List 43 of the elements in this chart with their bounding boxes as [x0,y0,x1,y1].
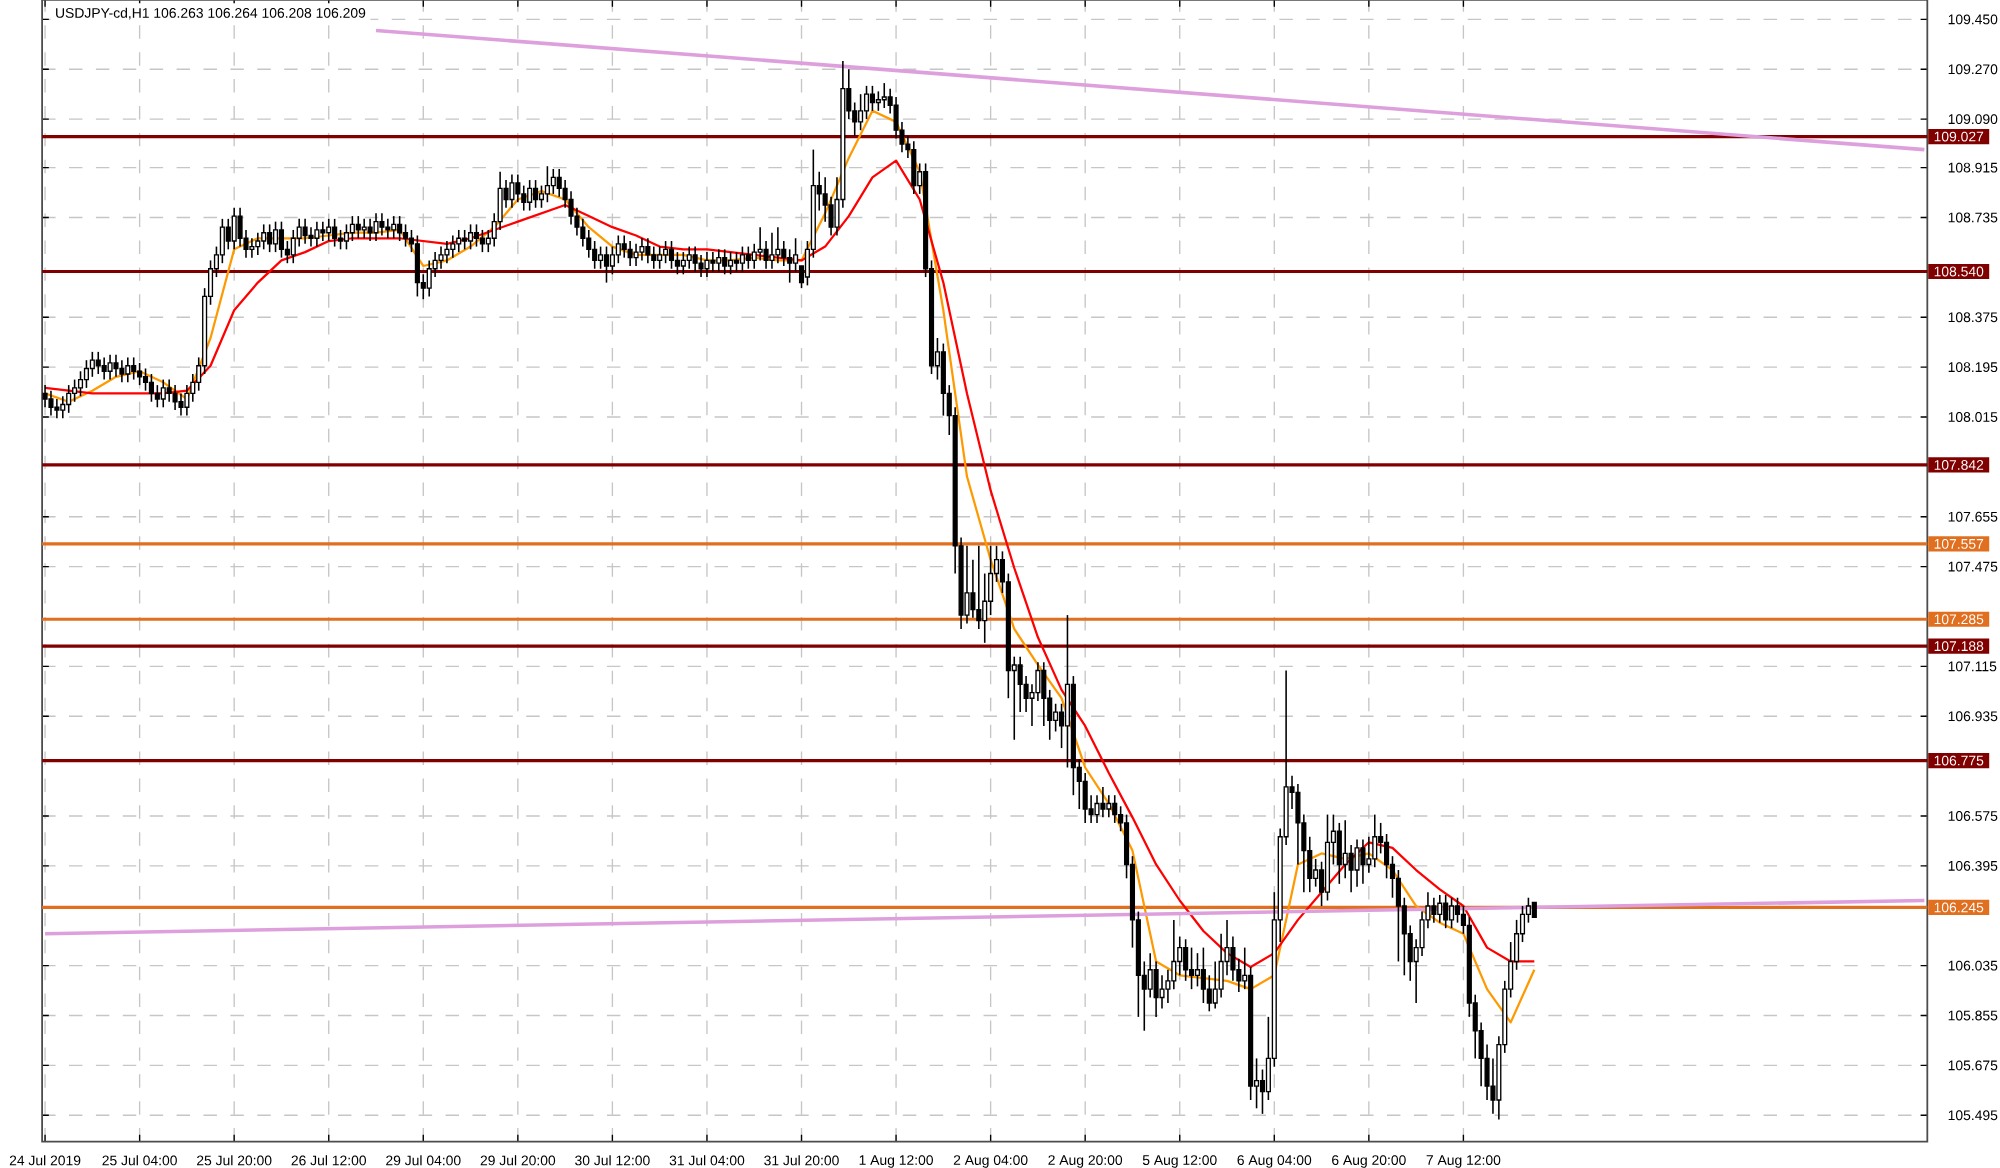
ref-line-label: 106.775 [1934,755,1984,766]
y-tick-label: 108.915 [1948,162,1998,173]
y-tick-label: 108.015 [1948,411,1998,422]
x-tick-label: 25 Jul 04:00 [102,1155,177,1166]
y-tick-label: 108.375 [1948,312,1998,322]
y-tick-label: 109.270 [1948,64,1998,74]
x-tick-label: 29 Jul 20:00 [480,1155,556,1166]
y-tick-label: 107.475 [1948,561,1998,572]
x-tick-label: 26 Jul 12:00 [291,1155,367,1166]
ref-line-label: 107.842 [1934,459,1984,470]
x-tick-label: 2 Aug 04:00 [953,1154,1028,1168]
y-tick-label: 109.450 [1948,14,1998,25]
x-tick-label: 24 Jul 2019 [9,1155,81,1166]
y-tick-label: 107.655 [1948,511,1998,522]
y-tick-label: 106.035 [1948,960,1998,971]
ref-line-label: 106.245 [1934,902,1984,913]
x-tick-label: 6 Aug 04:00 [1237,1154,1312,1168]
y-tick-label: 105.495 [1948,1110,1998,1120]
x-tick-label: 25 Jul 20:00 [197,1155,272,1166]
ref-line-label: 108.540 [1934,266,1984,277]
x-tick-label: 5 Aug 12:00 [1142,1154,1217,1168]
y-tick-label: 106.935 [1948,711,1998,721]
y-tick-label: 105.675 [1948,1060,1998,1071]
x-tick-label: 2 Aug 20:00 [1048,1154,1123,1168]
chart-title: USDJPY-cd,H1 106.263 106.264 106.208 106.209 [56,7,366,20]
x-tick-label: 31 Jul 20:00 [764,1155,839,1166]
ref-line-label: 107.188 [1934,641,1984,651]
ref-line-label: 107.557 [1934,538,1984,549]
y-tick-label: 106.395 [1948,860,1998,871]
y-tick-label: 108.735 [1948,212,1998,223]
x-tick-label: 29 Jul 04:00 [386,1155,461,1166]
x-tick-label: 30 Jul 12:00 [575,1155,650,1166]
x-tick-label: 1 Aug 12:00 [859,1154,933,1168]
x-tick-label: 6 Aug 20:00 [1332,1154,1406,1168]
x-tick-label: 7 Aug 12:00 [1426,1154,1501,1168]
ref-line-label: 107.285 [1934,614,1984,624]
y-tick-label: 105.855 [1948,1010,1998,1021]
y-tick-label: 109.090 [1948,114,1998,124]
y-tick-label: 106.575 [1948,810,1998,821]
x-tick-label: 31 Jul 04:00 [669,1155,745,1166]
y-tick-label: 107.115 [1948,661,1997,672]
y-tick-label: 108.195 [1948,362,1998,372]
ref-line-label: 109.027 [1934,131,1984,142]
